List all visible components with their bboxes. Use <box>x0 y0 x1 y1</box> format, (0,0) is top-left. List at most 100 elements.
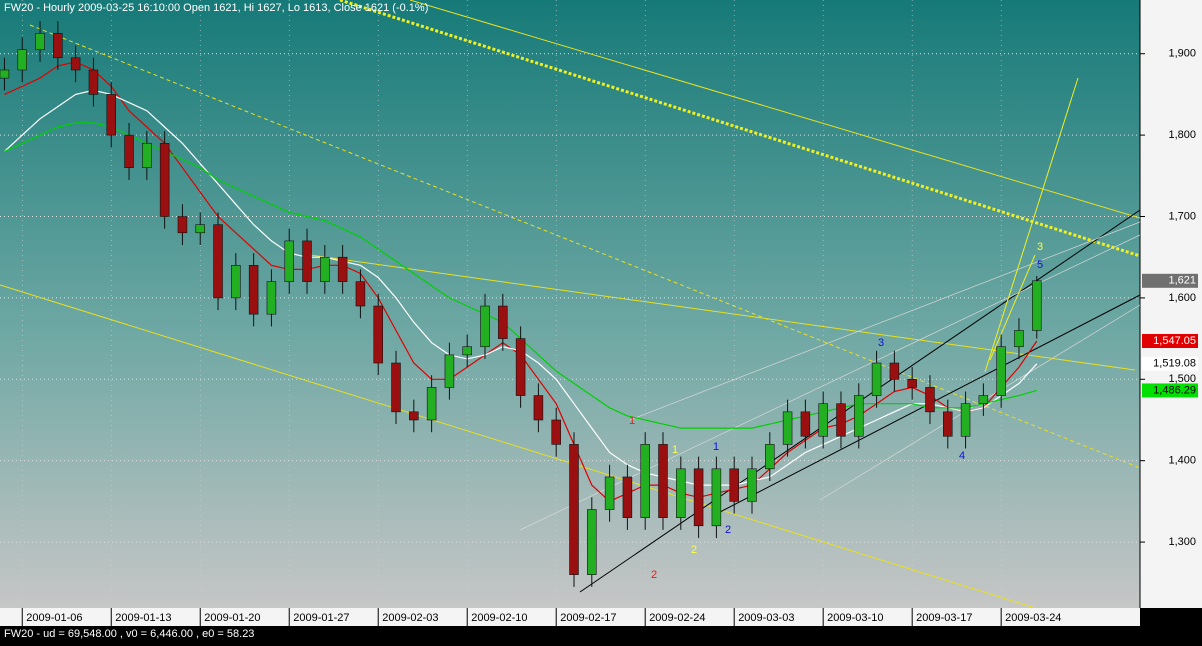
trend-line <box>29 24 1140 469</box>
value-label: 1,621 <box>1168 275 1196 287</box>
x-tick-label: 2009-02-17 <box>560 612 616 624</box>
candle-body <box>747 468 757 502</box>
candle-body <box>640 444 650 518</box>
candle-body <box>266 281 277 315</box>
wave-label: 2 <box>691 544 697 556</box>
wave-label: 1 <box>672 444 678 456</box>
candle-body <box>996 346 1006 396</box>
wave-label: 5 <box>1037 259 1043 271</box>
candle-body <box>480 305 490 348</box>
candle-body <box>88 69 99 95</box>
y-tick-label: 1,800 <box>1168 129 1196 141</box>
candle-body <box>302 240 312 282</box>
wave-label: 3 <box>878 337 884 349</box>
footer-bar <box>0 626 1202 641</box>
candle-body <box>177 216 188 234</box>
value-box <box>1142 383 1198 398</box>
candle-body <box>444 354 455 388</box>
candle-body <box>106 94 116 136</box>
candle-body <box>17 49 27 71</box>
footer-text: FW20 - ud = 69,548.00 , v0 = 6,446.00 , … <box>4 628 254 640</box>
candle-body <box>213 224 223 299</box>
x-tick-label: 2009-02-10 <box>471 612 527 624</box>
candle-body <box>320 256 330 282</box>
channel-line <box>629 221 1140 421</box>
value-label: 1,547.05 <box>1153 335 1196 347</box>
x-tick-label: 2009-03-10 <box>827 612 883 624</box>
candle-body <box>658 444 668 518</box>
candle-body <box>978 395 989 405</box>
value-label: 1,519.08 <box>1153 358 1196 370</box>
candle-body <box>676 468 686 518</box>
x-tick-label: 2009-02-03 <box>382 612 438 624</box>
y-tick-label: 1,700 <box>1168 210 1196 222</box>
wave-label: 4 <box>959 450 965 462</box>
candle-body <box>622 476 633 518</box>
candle-body <box>569 444 579 575</box>
x-tick-label: 2009-01-27 <box>293 612 349 624</box>
y-tick-label: 1,600 <box>1168 292 1196 304</box>
candle-body <box>231 265 241 299</box>
trend-line <box>0 284 1036 608</box>
candle-body <box>426 387 437 421</box>
chart-title: FW20 - Hourly 2009-03-25 16:10:00 Open 1… <box>4 2 428 14</box>
value-box <box>1142 356 1198 371</box>
candle-body <box>159 142 170 217</box>
x-tick-label: 2009-03-03 <box>738 612 794 624</box>
wave-label: 1 <box>713 441 719 453</box>
x-axis-panel <box>0 608 1140 626</box>
trend-line <box>984 77 1079 373</box>
candle-body <box>124 134 134 168</box>
candle-body <box>337 256 348 282</box>
candle-body <box>729 468 739 502</box>
candle-body <box>284 240 294 282</box>
value-box <box>1142 333 1198 348</box>
candle-body <box>248 265 259 315</box>
candle-body <box>35 33 45 50</box>
y-tick-label: 1,400 <box>1168 455 1196 467</box>
candle-body <box>604 476 615 510</box>
candle-body <box>70 57 81 71</box>
candle-body <box>373 305 383 364</box>
x-tick-label: 2009-01-20 <box>204 612 260 624</box>
candle-body <box>355 281 366 307</box>
wave-label: 2 <box>725 524 731 536</box>
candle-body <box>551 419 561 445</box>
candle-body <box>889 362 900 380</box>
candle-body <box>587 509 597 575</box>
candle-body <box>925 387 935 413</box>
y-tick-label: 1,500 <box>1168 373 1196 385</box>
y-axis-panel <box>1140 0 1202 608</box>
x-tick-label: 2009-01-13 <box>115 612 171 624</box>
candle-body <box>0 69 10 79</box>
candle-body <box>836 403 846 437</box>
x-tick-label: 2009-03-24 <box>1005 612 1061 624</box>
candle-body <box>462 346 472 356</box>
candle-body <box>409 411 419 421</box>
candle-body <box>854 395 864 437</box>
x-tick-label: 2009-03-17 <box>916 612 972 624</box>
candle-body <box>711 468 722 527</box>
wave-label: 3 <box>1037 241 1043 253</box>
candle-body <box>871 362 882 396</box>
candle-body <box>765 444 775 470</box>
y-tick-label: 1,900 <box>1168 48 1196 60</box>
wave-label: 2 <box>651 569 657 581</box>
x-tick-label: 2009-02-24 <box>649 612 705 624</box>
x-tick-label: 2009-01-06 <box>26 612 82 624</box>
candle-body <box>693 468 704 527</box>
candle-body <box>498 305 508 339</box>
value-label: 1,486.29 <box>1153 384 1196 396</box>
candle-body <box>907 378 917 388</box>
candle-body <box>515 338 526 396</box>
candle-body <box>1014 330 1024 348</box>
candle-body <box>195 224 205 234</box>
candle-body <box>782 411 793 445</box>
candle-body <box>943 411 953 437</box>
candle-body <box>391 362 401 413</box>
candle-body <box>53 33 63 59</box>
wave-label: 1 <box>629 415 635 427</box>
candle-body <box>800 411 811 437</box>
